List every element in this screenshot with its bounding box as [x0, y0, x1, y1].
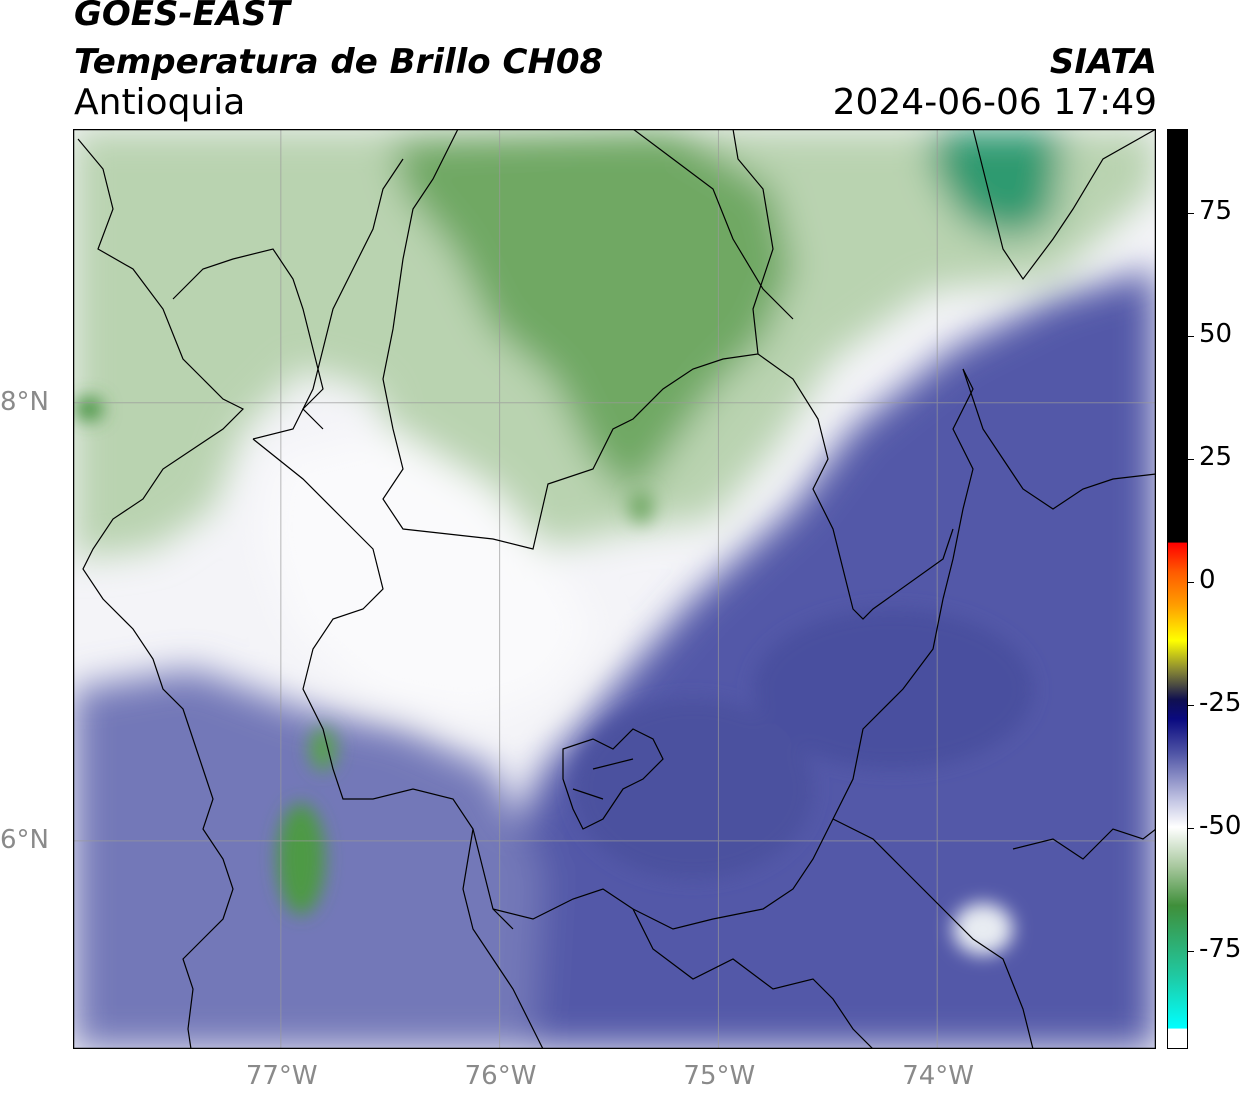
- cloud-detail: [75, 397, 1033, 955]
- dept-boundary-risaralda: [462, 828, 544, 1049]
- longitude-tick-label: 77°W: [245, 1061, 318, 1091]
- cloud-cell-green-small: [629, 491, 653, 523]
- graticule: [73, 129, 1156, 1049]
- brightness-temperature-map: [73, 129, 1156, 1049]
- cloud-region-green-dark: [393, 129, 793, 499]
- datetime-label: 2024-06-06 17:49: [832, 82, 1157, 123]
- colorbar-tick-label: 0: [1199, 564, 1216, 595]
- colorbar-tick-mark: [1188, 212, 1194, 214]
- colorbar-tick-mark: [1188, 827, 1194, 829]
- atrato-river: [252, 158, 404, 440]
- latitude-tick-label: 8°N: [0, 386, 49, 417]
- cloud-cell-green-mid: [309, 727, 337, 771]
- coastline-west: [77, 138, 245, 1049]
- cloud-region-white-center: [263, 429, 593, 719]
- cloud-cell-white-south: [953, 903, 1013, 955]
- cloud-cell-green-west: [75, 397, 103, 421]
- colorbar-tick-mark: [1188, 704, 1194, 706]
- dept-boundary-antioquia-south: [492, 368, 974, 930]
- gulf-coast: [172, 248, 324, 430]
- colorbar-tick-label: -75: [1199, 933, 1242, 964]
- product-title: Temperatura de Brillo CH08: [74, 42, 604, 82]
- municipality-cluster: [562, 728, 664, 830]
- colorbar-tick-mark: [1188, 335, 1194, 337]
- colorbar-tick-label: -25: [1199, 687, 1242, 718]
- dept-boundary-cesar: [972, 129, 1156, 281]
- colorbar-tick-label: -50: [1199, 810, 1242, 841]
- dept-boundary-cundinamarca: [1012, 828, 1156, 860]
- longitude-tick-label: 76°W: [464, 1061, 537, 1091]
- colorbar-tick-mark: [1188, 581, 1194, 583]
- colorbar-tick-label: 50: [1199, 318, 1233, 349]
- colorbar-tick-mark: [1188, 458, 1194, 460]
- dept-boundary-santander: [962, 368, 1156, 510]
- cloud-region-teal: [933, 129, 1063, 239]
- cloud-cell-green-south: [277, 803, 325, 915]
- colorbar: [1167, 129, 1188, 1049]
- cloud-cell-blue-dark: [753, 609, 1033, 769]
- dept-boundary-caldas: [632, 908, 874, 1049]
- cloud-cell-blue-dark-2: [573, 699, 813, 879]
- region-label: Antioquia: [74, 82, 246, 123]
- organization-label: SIATA: [1049, 42, 1157, 82]
- longitude-tick-label: 74°W: [902, 1061, 974, 1091]
- dept-boundary-antioquia-east: [757, 353, 954, 620]
- longitude-tick-label: 75°W: [683, 1061, 756, 1091]
- latitude-tick-label: 6°N: [0, 824, 49, 855]
- colorbar-tick-mark: [1188, 950, 1194, 952]
- dept-boundary-sucre: [632, 129, 794, 320]
- dept-boundary-boyaca: [832, 818, 1034, 1049]
- colorbar-tick-label: 25: [1199, 441, 1233, 472]
- satellite-title: GOES-EAST: [74, 0, 290, 34]
- dept-boundary-antioquia-north: [382, 129, 774, 550]
- boundaries: [77, 129, 1156, 1049]
- map-frame: [73, 129, 1156, 1049]
- colorbar-tick-label: 75: [1199, 195, 1233, 226]
